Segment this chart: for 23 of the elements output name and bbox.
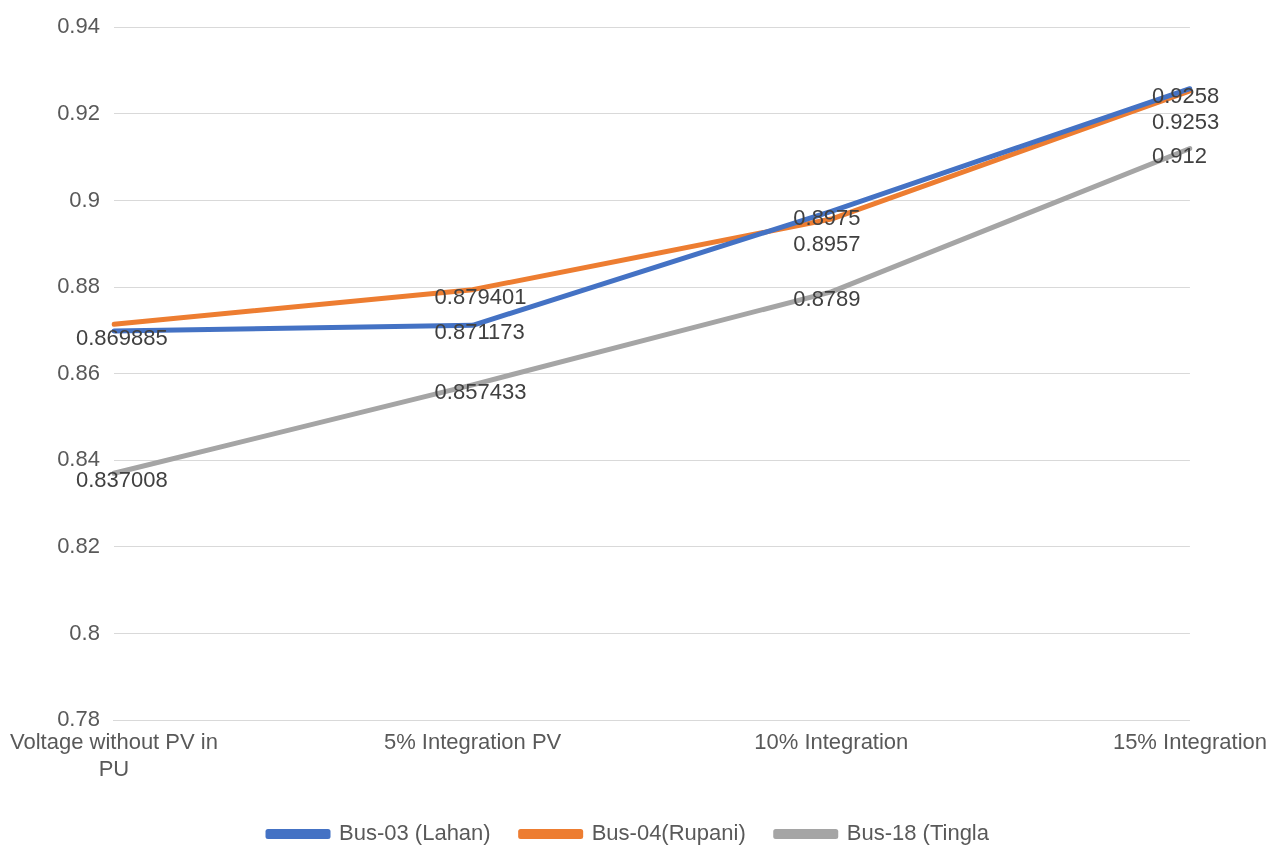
legend-label: Bus-18 (Tingla — [846, 820, 990, 846]
legend-label: Bus-04(Rupani) — [591, 820, 746, 846]
y-tick-label: 0.92 — [57, 99, 100, 125]
data-label: 0.8789 — [793, 285, 861, 311]
y-tick-label: 0.8 — [69, 619, 100, 645]
data-label: 0.8957 — [793, 231, 861, 257]
data-label: 0.912 — [1151, 142, 1208, 168]
y-tick-label: 0.86 — [57, 359, 100, 385]
x-tick-label: 15% Integration — [1112, 729, 1267, 755]
data-label: 0.879401 — [434, 283, 527, 309]
data-label: 0.871173 — [434, 319, 525, 345]
x-tick-label: 5% Integration PV — [383, 729, 562, 755]
y-tick-label: 0.78 — [57, 706, 100, 732]
y-tick-label: 0.94 — [57, 13, 100, 39]
x-tick-label: Voltage without PV in PU — [10, 729, 218, 781]
data-label: 0.9253 — [1151, 108, 1220, 134]
y-tick-label: 0.9 — [69, 186, 100, 212]
y-tick-label: 0.88 — [57, 273, 100, 299]
x-tick-label: 10% Integration — [754, 729, 909, 755]
data-label: 0.869885 — [75, 324, 168, 350]
y-tick-label: 0.82 — [57, 533, 100, 559]
data-label: 0.857433 — [434, 378, 527, 404]
legend-label: Bus-03 (Lahan) — [339, 820, 491, 846]
